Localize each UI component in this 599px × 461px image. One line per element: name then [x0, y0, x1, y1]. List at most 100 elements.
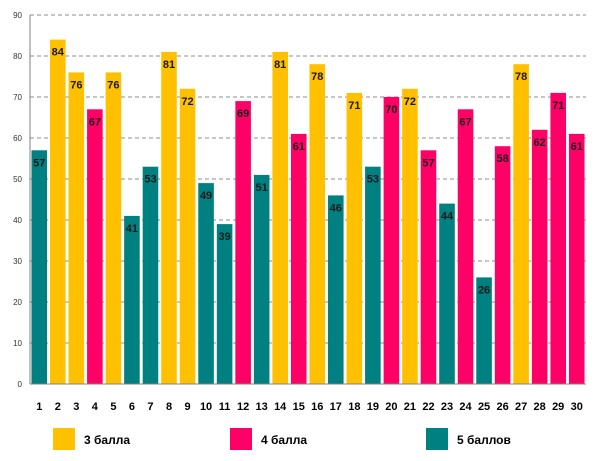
x-axis: 1 2 3 4 5 6 7 8 9 10 11 12 13 14 15 16 17 18 19 20 21 22 23 24 2…: [30, 383, 586, 413]
x-tick-label: 6: [129, 401, 135, 413]
bar: [68, 72, 85, 385]
data-label: 72: [404, 96, 416, 108]
data-label: 41: [126, 223, 138, 235]
x-tick-label: 29: [552, 401, 564, 413]
y-tick-label: 0: [18, 380, 23, 389]
x-tick-label: 5: [110, 401, 116, 413]
x-tick-label: 2: [55, 401, 61, 413]
bar: [87, 109, 103, 385]
bar: [179, 88, 196, 385]
bar: [105, 72, 122, 385]
x-tick-label: 13: [256, 401, 268, 413]
x-tick-label: 3: [73, 401, 79, 413]
y-tick-label: 50: [13, 175, 22, 184]
x-tick-label: 24: [459, 401, 472, 413]
data-label: 39: [218, 231, 230, 243]
legend-swatch: [53, 428, 75, 450]
x-tick-label: 14: [274, 401, 287, 413]
x-tick-label: 18: [348, 401, 360, 413]
x-tick-label: 11: [219, 401, 231, 413]
y-tick-label: 80: [13, 52, 22, 61]
legend-item: 4 балла: [230, 428, 307, 450]
bar: [476, 277, 492, 384]
bar: [383, 97, 400, 384]
bar: [198, 183, 214, 384]
x-tick-label: 27: [515, 401, 527, 413]
legend-label: 5 баллов: [457, 433, 511, 447]
bar: [457, 109, 474, 385]
data-label: 57: [33, 157, 45, 169]
bar: [216, 224, 233, 384]
x-tick-label: 10: [200, 401, 212, 413]
bar: [31, 150, 48, 384]
legend: 3 балла 4 балла 5 баллов: [53, 428, 511, 450]
x-tick-label: 22: [422, 401, 434, 413]
data-label: 72: [181, 96, 193, 108]
x-tick-label: 28: [534, 401, 546, 413]
bar: [272, 51, 288, 385]
gridlines: [30, 14, 586, 344]
data-label: 46: [330, 202, 342, 214]
bar: [550, 92, 566, 385]
legend-item: 5 баллов: [426, 428, 511, 450]
x-tick-label: 12: [237, 401, 249, 413]
y-tick-label: 10: [13, 339, 22, 348]
bar: [365, 166, 381, 384]
data-label: 57: [422, 157, 434, 169]
y-tick-label: 90: [13, 11, 22, 20]
data-label: 81: [163, 59, 175, 71]
y-tick-label: 20: [13, 298, 22, 307]
x-tick-label: 21: [404, 401, 416, 413]
bars: 57 84 76 67 76 41 53 81 72 49 39 69 51 81 61 78 46 71 53 70…: [31, 39, 585, 385]
bar: [309, 64, 326, 384]
data-label: 78: [515, 71, 527, 83]
data-label: 61: [293, 141, 305, 153]
y-axis: 0 10 20 30 40 50 60 70 80 90: [13, 11, 31, 389]
legend-label: 4 балла: [261, 433, 307, 447]
bar: [124, 215, 140, 384]
data-label: 62: [534, 137, 546, 149]
x-tick-label: 30: [571, 401, 583, 413]
x-tick-label: 19: [367, 401, 379, 413]
bar: [346, 92, 363, 385]
y-tick-label: 30: [13, 257, 22, 266]
bar: [420, 150, 437, 384]
x-tick-label: 1: [36, 401, 42, 413]
data-label: 44: [441, 211, 454, 223]
bar: [253, 174, 270, 384]
data-label: 58: [496, 153, 508, 165]
bar: [402, 88, 418, 385]
data-label: 70: [385, 104, 397, 116]
legend-item: 3 балла: [53, 428, 130, 450]
bar: [328, 195, 344, 384]
x-tick-label: 17: [330, 401, 342, 413]
data-label: 84: [52, 47, 65, 59]
data-label: 67: [89, 116, 101, 128]
x-tick-label: 9: [184, 401, 190, 413]
x-tick-label: 16: [311, 401, 323, 413]
data-label: 76: [107, 79, 119, 91]
bar: [568, 133, 585, 384]
x-tick-label: 25: [478, 401, 490, 413]
bar: [531, 129, 548, 384]
x-tick-label: 23: [441, 401, 453, 413]
data-label: 69: [237, 108, 249, 120]
bar: [235, 101, 251, 384]
bar: [439, 203, 455, 384]
data-label: 53: [367, 174, 379, 186]
x-tick-label: 20: [385, 401, 397, 413]
data-label: 71: [552, 100, 564, 112]
legend-label: 3 балла: [84, 433, 130, 447]
data-label: 76: [70, 79, 82, 91]
bar: [161, 51, 177, 385]
y-tick-label: 60: [13, 134, 22, 143]
data-label: 78: [311, 71, 323, 83]
data-label: 81: [274, 59, 286, 71]
x-tick-label: 4: [92, 401, 99, 413]
data-label: 71: [348, 100, 360, 112]
data-label: 67: [459, 116, 471, 128]
legend-swatch: [426, 428, 448, 450]
bar: [290, 133, 307, 384]
x-tick-label: 26: [496, 401, 508, 413]
